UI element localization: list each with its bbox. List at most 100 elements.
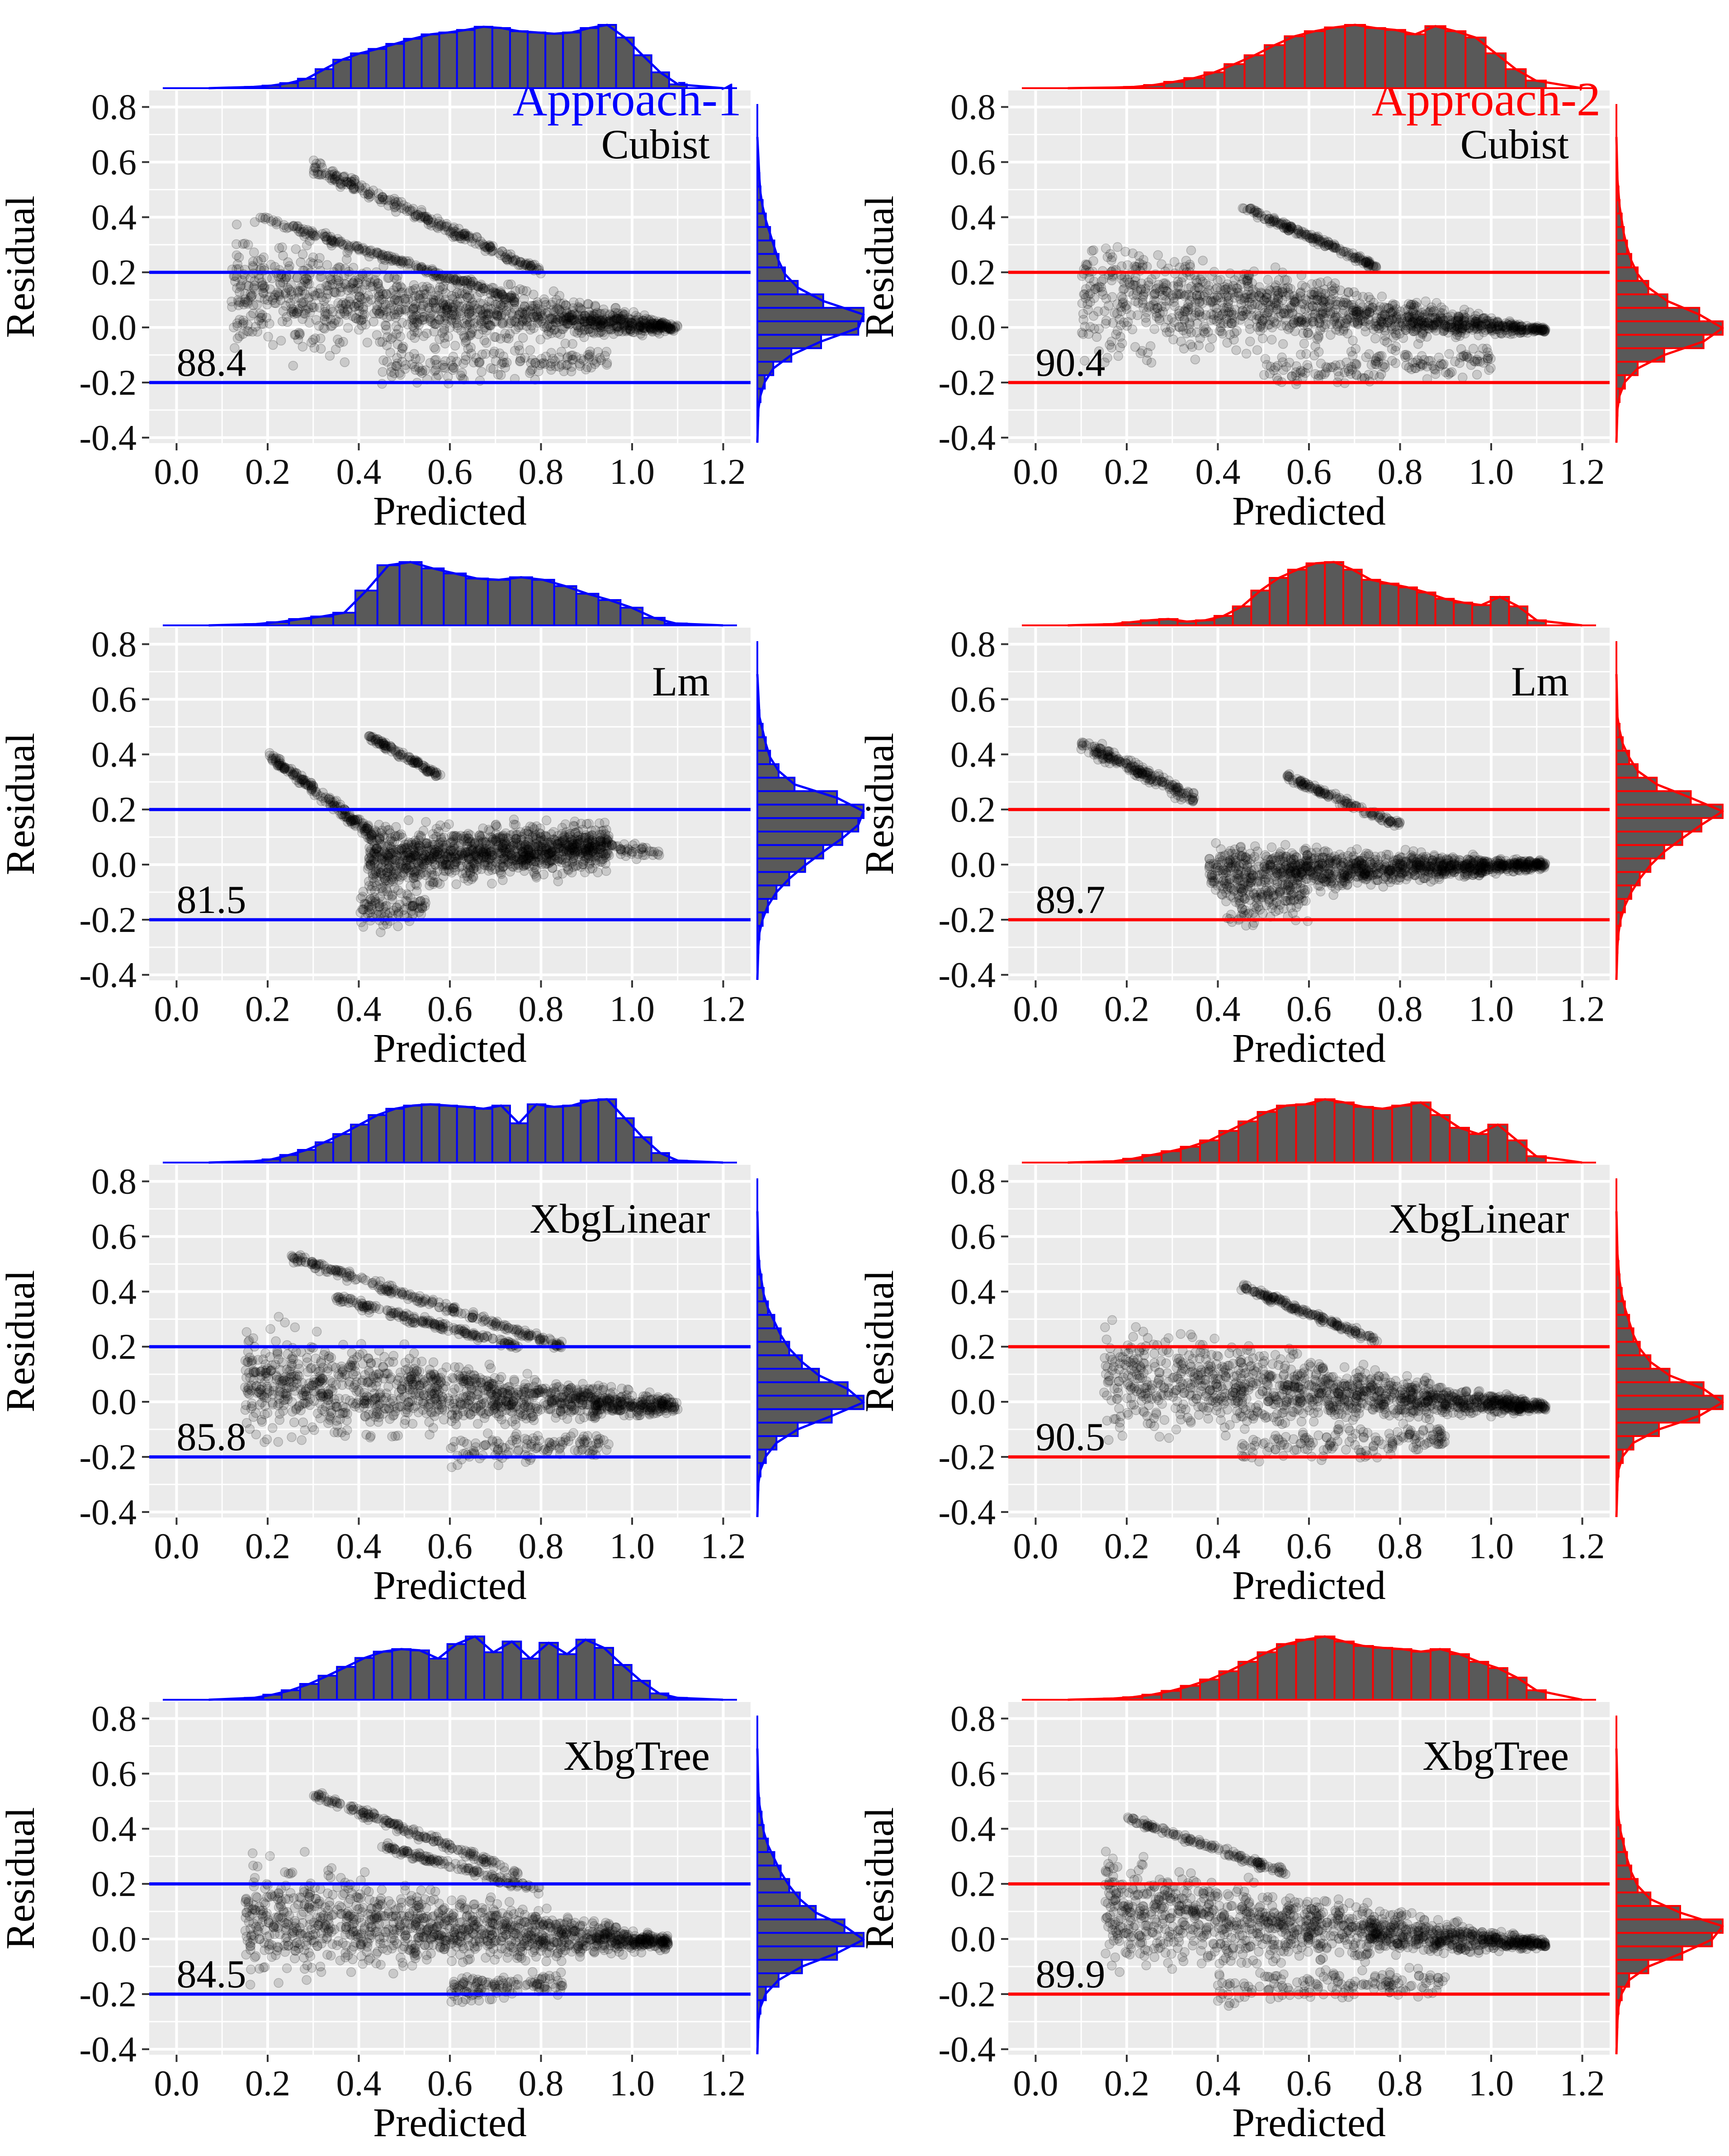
top-hist-bar xyxy=(1263,44,1286,89)
scatter-point xyxy=(463,852,474,862)
scatter-point xyxy=(1206,315,1216,326)
scatter-point xyxy=(381,325,392,335)
scatter-point xyxy=(609,316,619,326)
scatter-point xyxy=(382,312,392,322)
scatter-point xyxy=(1214,326,1225,336)
scatter-point xyxy=(257,312,267,322)
scatter-point xyxy=(409,349,419,359)
scatter-point xyxy=(1315,325,1325,336)
x-tick-label: 0.4 xyxy=(1195,452,1240,492)
scatter-point xyxy=(512,313,522,323)
scatter-point xyxy=(335,309,345,319)
scatter-point xyxy=(497,309,507,319)
scatter-point xyxy=(400,844,410,854)
scatter-point xyxy=(472,846,482,856)
scatter-point xyxy=(318,788,328,798)
scatter-point xyxy=(458,359,468,369)
scatter-point xyxy=(363,297,373,307)
scatter-point xyxy=(1368,262,1378,272)
scatter-point xyxy=(335,178,346,188)
scatter-point xyxy=(1077,298,1087,308)
scatter-point xyxy=(391,329,402,339)
scatter-point xyxy=(412,327,423,337)
scatter-point xyxy=(232,333,243,344)
scatter-point xyxy=(231,239,241,249)
scatter-point xyxy=(362,337,373,348)
scatter-point xyxy=(1351,256,1361,266)
scatter-point xyxy=(276,336,286,346)
scatter-point xyxy=(1429,306,1439,316)
scatter-point xyxy=(368,317,378,327)
scatter-point xyxy=(379,740,389,751)
scatter-point xyxy=(567,339,577,349)
scatter-point xyxy=(267,273,277,284)
scatter-point xyxy=(315,253,325,263)
scatter-point xyxy=(1112,242,1123,252)
scatter-point xyxy=(386,367,397,377)
scatter-point xyxy=(1229,335,1239,345)
scatter-point xyxy=(431,355,441,365)
x-tick-label: 0.2 xyxy=(245,452,290,492)
scatter-point xyxy=(357,285,367,295)
scatter-point xyxy=(592,307,602,318)
scatter-point xyxy=(249,247,259,257)
scatter-point xyxy=(611,303,621,313)
scatter-point xyxy=(558,846,568,856)
scatter-point xyxy=(524,829,534,840)
scatter-point xyxy=(1444,349,1454,359)
scatter-point xyxy=(1162,327,1172,337)
scatter-point xyxy=(232,272,242,282)
top-hist-bar xyxy=(562,31,582,89)
scatter-point xyxy=(547,312,557,322)
scatter-point xyxy=(292,222,302,232)
scatter-point xyxy=(1224,303,1234,312)
scatter-point xyxy=(463,284,472,294)
scatter-point xyxy=(391,850,402,861)
scatter-point xyxy=(255,313,266,323)
scatter-point xyxy=(1277,352,1287,363)
scatter-point xyxy=(518,285,528,295)
scatter-point xyxy=(1119,317,1129,327)
scatter-point xyxy=(527,841,538,851)
scatter-point xyxy=(240,238,250,249)
scatter-point xyxy=(481,349,491,359)
scatter-point xyxy=(525,345,535,355)
scatter-point xyxy=(532,310,542,320)
scatter-point xyxy=(1227,314,1237,324)
scatter-point xyxy=(378,367,388,377)
scatter-point xyxy=(1348,336,1358,345)
scatter-point xyxy=(557,837,567,847)
top-hist-bar xyxy=(597,24,617,89)
scatter-point xyxy=(412,758,423,768)
scatter-point xyxy=(340,357,350,367)
y-tick-label: 0.0 xyxy=(950,308,996,348)
scatter-point xyxy=(365,731,375,741)
model-label: Cubist xyxy=(1460,121,1569,167)
scatter-point xyxy=(600,818,610,827)
scatter-point xyxy=(1262,289,1273,299)
scatter-point xyxy=(1091,332,1102,342)
scatter-point xyxy=(310,333,321,344)
scatter-point xyxy=(621,326,631,336)
scatter-point xyxy=(412,317,422,327)
scatter-point xyxy=(330,287,340,298)
scatter-point xyxy=(431,304,441,314)
scatter-point xyxy=(439,324,449,334)
scatter-point xyxy=(1302,360,1312,370)
scatter-point xyxy=(506,279,516,289)
scatter-point xyxy=(354,245,364,255)
scatter-point xyxy=(1330,278,1340,288)
scatter-point xyxy=(1157,259,1167,269)
scatter-point xyxy=(1308,301,1318,312)
scatter-point xyxy=(1369,298,1379,308)
scatter-point xyxy=(1194,297,1205,307)
y-tick-label: -0.4 xyxy=(79,418,137,458)
scatter-point xyxy=(1493,317,1503,326)
scatter-point xyxy=(256,255,266,265)
scatter-point xyxy=(339,308,350,318)
scatter-point xyxy=(1377,291,1387,302)
scatter-point xyxy=(456,370,466,381)
scatter-point xyxy=(631,311,641,321)
scatter-point xyxy=(475,357,485,367)
scatter-point xyxy=(1117,274,1127,284)
